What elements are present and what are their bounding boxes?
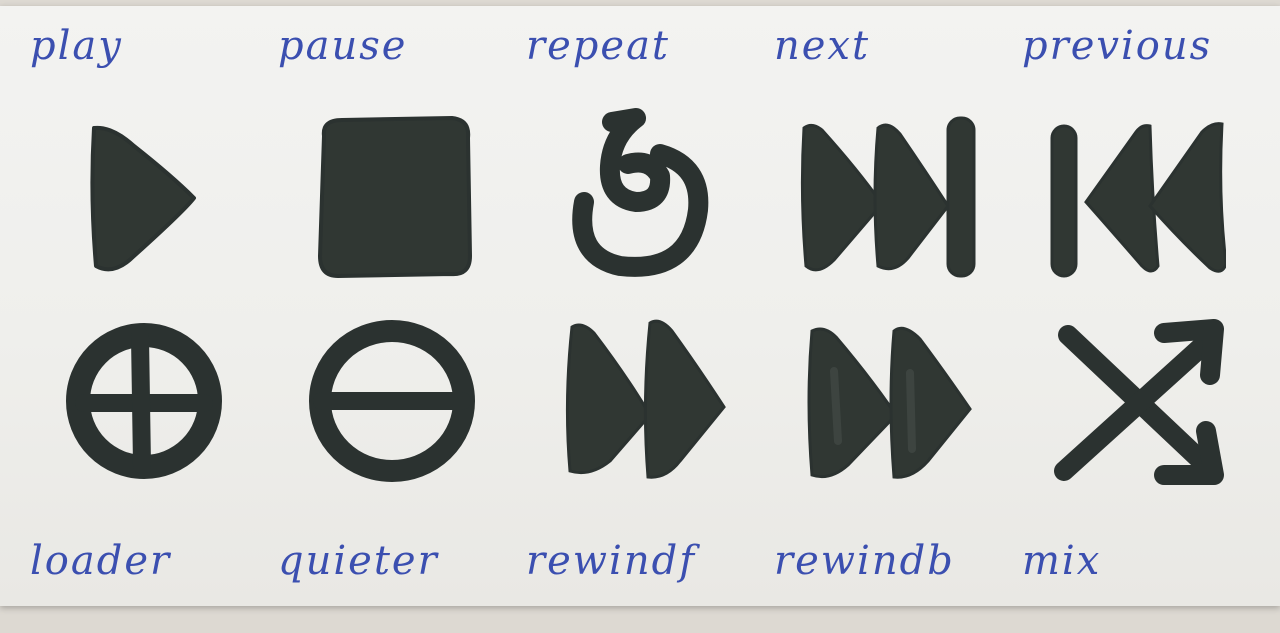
stop-square-icon <box>317 115 473 279</box>
label-loader: loader <box>30 538 172 584</box>
fast-forward-icon <box>565 319 726 479</box>
circle-minus-icon <box>309 320 475 482</box>
cell-pause <box>268 101 516 291</box>
label-rewindf: rewindf <box>526 538 696 584</box>
label-next: next <box>774 23 871 69</box>
label-pause: pause <box>278 23 408 69</box>
label-repeat: repeat <box>526 23 670 69</box>
label-play: play <box>30 23 123 69</box>
previous-track-icon <box>1050 122 1226 278</box>
paper-sheet: play pause repeat next previous <box>0 6 1280 606</box>
fast-forward-outline-icon <box>807 326 972 479</box>
label-rewindb: rewindb <box>774 538 955 584</box>
label-mix: mix <box>1022 538 1102 584</box>
cell-repeat <box>516 101 764 291</box>
cell-next <box>764 101 1012 291</box>
cell-play <box>20 101 268 291</box>
cell-rewindf <box>516 306 764 496</box>
icon-sketch-grid: play pause repeat next previous <box>20 26 1260 596</box>
repeat-loop-icon <box>572 108 709 277</box>
circle-plus-icon <box>66 323 222 479</box>
cell-previous <box>1012 101 1260 291</box>
play-icon <box>90 125 196 272</box>
cell-loader <box>20 306 268 496</box>
label-previous: previous <box>1022 23 1213 69</box>
next-track-icon <box>800 116 976 278</box>
cell-mix <box>1012 306 1260 496</box>
shuffle-icon <box>1054 319 1224 485</box>
cell-rewindb <box>764 306 1012 496</box>
label-quieter: quieter <box>278 538 439 584</box>
cell-quieter <box>268 306 516 496</box>
